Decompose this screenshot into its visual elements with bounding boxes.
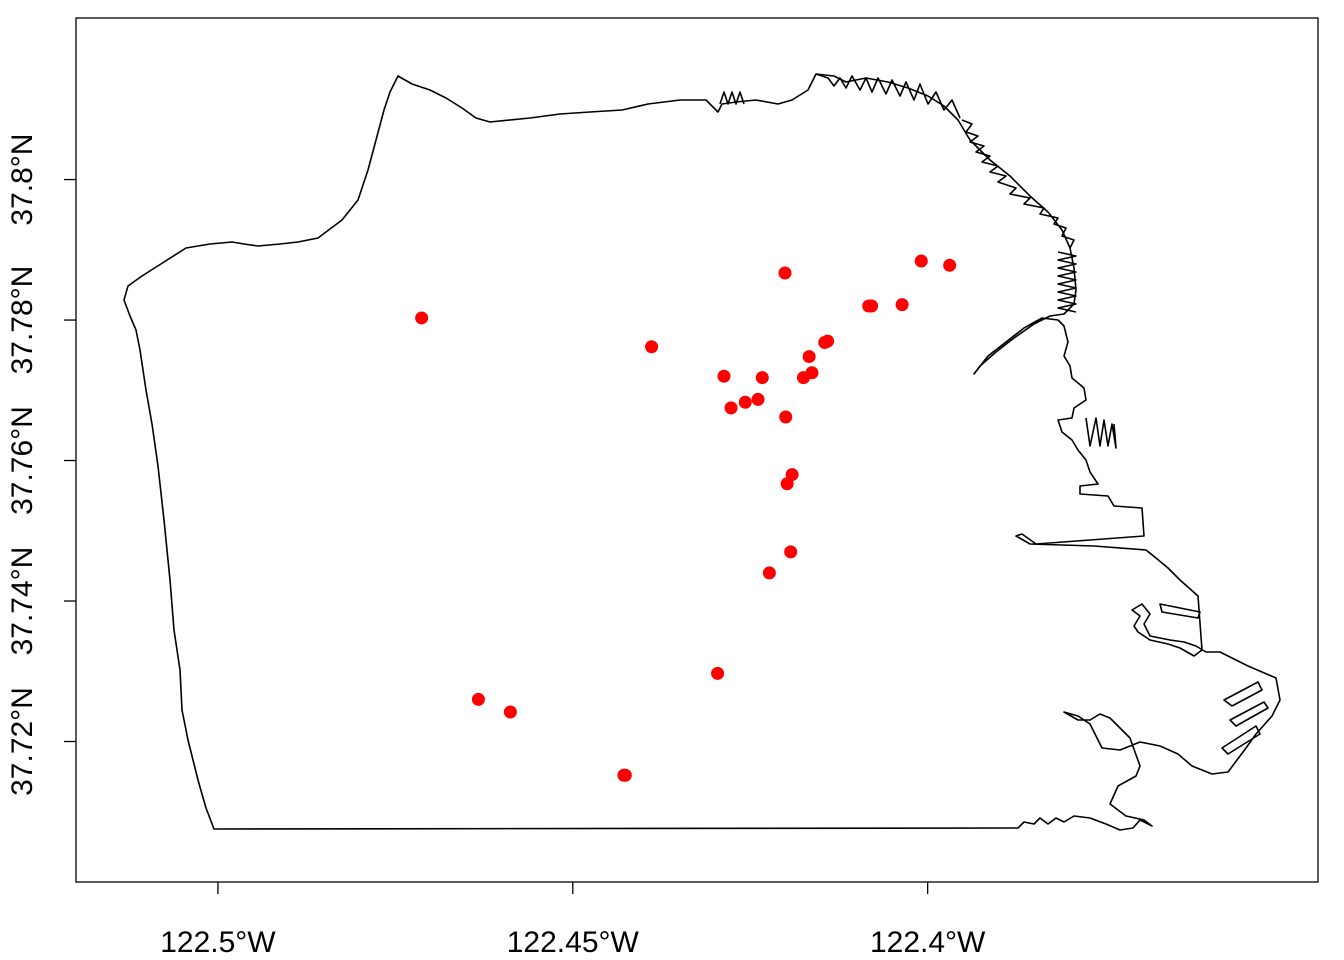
- data-point: [778, 266, 792, 280]
- data-point: [779, 410, 793, 424]
- data-point: [738, 395, 752, 409]
- data-point: [895, 298, 909, 312]
- city-boundary: [123, 73, 1281, 831]
- data-point: [821, 334, 835, 348]
- data-point: [762, 566, 776, 580]
- east-piers: [1057, 251, 1269, 755]
- data-point: [711, 666, 725, 680]
- data-point: [780, 477, 794, 491]
- data-point: [717, 369, 731, 383]
- x-axis-tick-label: 122.45°W: [507, 926, 640, 959]
- data-point: [755, 371, 769, 385]
- data-point: [471, 692, 485, 706]
- data-point: [724, 401, 738, 415]
- data-point: [802, 350, 816, 364]
- north-piers: [719, 73, 1075, 249]
- data-point: [796, 371, 810, 385]
- data-point: [784, 545, 798, 559]
- data-point: [503, 705, 517, 719]
- y-axis-tick-label: 37.76°N: [6, 406, 39, 515]
- y-axis-tick-label: 37.72°N: [6, 687, 39, 796]
- x-axis-tick-label: 122.4°W: [870, 926, 986, 959]
- y-axis-tick-label: 37.8°N: [6, 134, 39, 226]
- data-point: [914, 254, 928, 268]
- data-point: [415, 311, 429, 325]
- data-point: [751, 392, 765, 406]
- points-layer: [415, 254, 957, 782]
- data-point: [645, 340, 659, 354]
- data-point: [862, 299, 876, 313]
- y-axis-tick-label: 37.78°N: [6, 266, 39, 375]
- x-axis-tick-label: 122.5°W: [160, 926, 276, 959]
- data-point: [943, 258, 957, 272]
- data-point: [618, 768, 632, 782]
- san-francisco-outline: [123, 73, 1281, 831]
- y-axis-tick-label: 37.74°N: [6, 547, 39, 656]
- plot-frame: [75, 17, 1319, 883]
- axes: 122.5°W 122.45°W 122.4°W 37.72°N 37.74°N 37.7…: [6, 17, 1319, 959]
